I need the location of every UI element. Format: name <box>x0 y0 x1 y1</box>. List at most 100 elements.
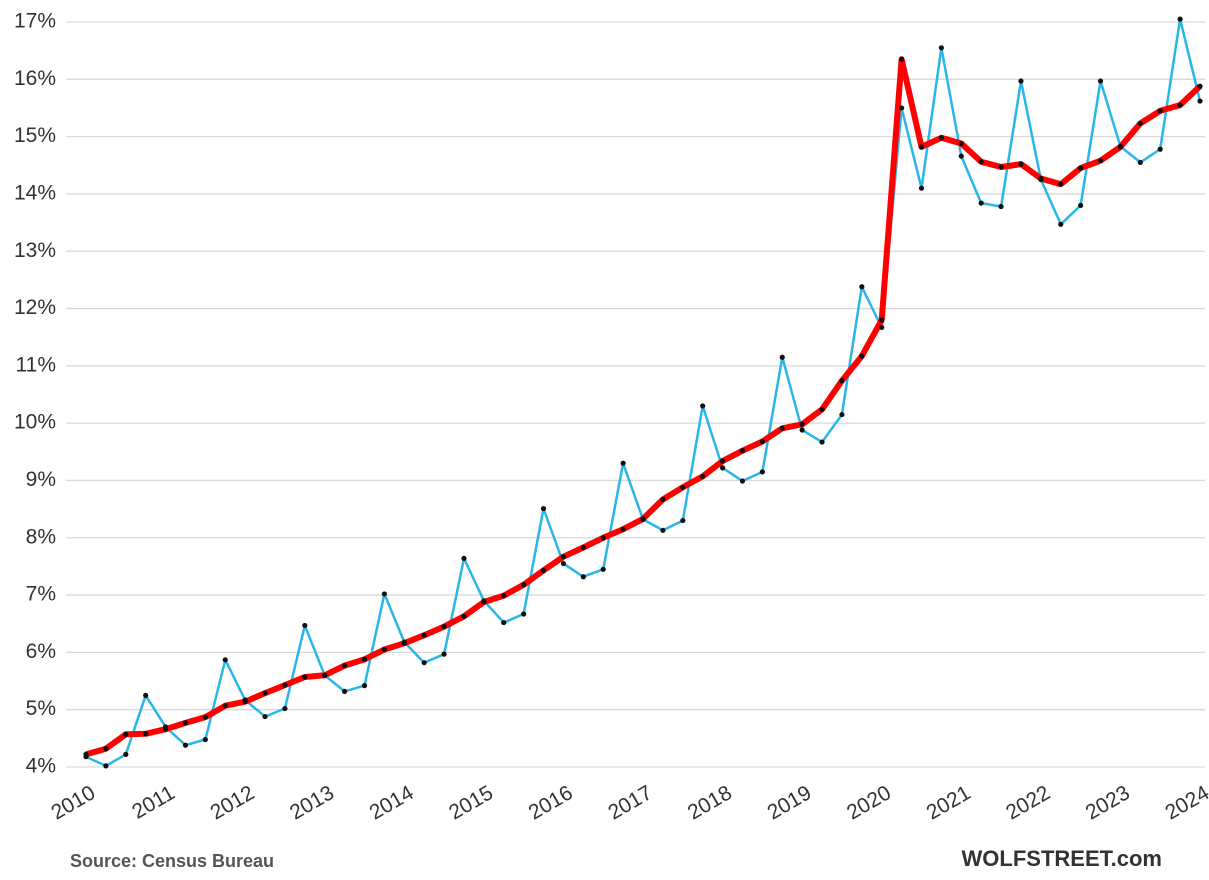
data-point <box>1078 202 1084 208</box>
data-point <box>739 478 746 484</box>
y-tick-label: 4% <box>26 755 56 778</box>
x-tick-label: 2013 <box>286 781 338 824</box>
y-tick-label: 9% <box>26 468 56 491</box>
data-point <box>441 651 447 657</box>
brand-label: WOLFSTREET.com <box>962 846 1162 871</box>
data-point <box>1137 159 1143 166</box>
data-point <box>779 354 785 360</box>
data-point <box>978 200 984 206</box>
data-point <box>262 690 268 696</box>
series-line <box>85 56 1203 758</box>
data-point <box>540 505 547 512</box>
data-point <box>560 560 567 567</box>
data-point <box>938 135 944 141</box>
data-point <box>739 448 746 454</box>
data-point <box>202 714 208 720</box>
x-tick-label: 2020 <box>843 781 895 824</box>
data-point <box>580 574 586 580</box>
data-point <box>381 646 387 653</box>
data-point <box>1137 120 1143 127</box>
data-point <box>859 353 865 359</box>
data-point <box>361 683 368 689</box>
data-point <box>1177 16 1183 22</box>
data-point <box>1018 78 1024 84</box>
data-point <box>700 403 706 409</box>
x-tick-label: 2024 <box>1161 781 1209 824</box>
data-point <box>242 699 248 705</box>
data-point <box>282 705 288 712</box>
data-point <box>600 535 606 541</box>
x-tick-label: 2023 <box>1082 781 1134 824</box>
data-point <box>719 458 726 464</box>
data-point <box>1097 158 1104 164</box>
data-point <box>680 484 686 490</box>
data-point <box>461 613 467 619</box>
data-point <box>540 567 547 574</box>
data-point <box>1197 98 1203 104</box>
data-point <box>401 640 407 646</box>
data-point <box>302 674 308 680</box>
data-point <box>222 657 228 663</box>
data-point <box>660 496 666 502</box>
data-point <box>819 439 825 445</box>
data-point <box>302 622 308 629</box>
data-point <box>839 411 845 418</box>
data-point <box>918 144 925 150</box>
data-point <box>1177 102 1183 108</box>
data-point <box>421 632 427 638</box>
source-note: Source: Census Bureau <box>70 851 274 871</box>
data-point <box>879 317 885 323</box>
data-point <box>620 526 626 532</box>
data-point <box>879 324 885 331</box>
data-point <box>859 284 865 290</box>
x-tick-label: 2017 <box>604 781 656 824</box>
data-point <box>560 554 567 560</box>
data-point <box>222 703 228 709</box>
y-tick-label: 15% <box>14 124 56 147</box>
x-tick-label: 2014 <box>366 781 418 824</box>
x-tick-label: 2019 <box>763 781 815 824</box>
data-point <box>1197 83 1203 89</box>
data-point <box>1117 144 1124 150</box>
y-tick-label: 6% <box>26 640 56 663</box>
data-point <box>759 438 765 445</box>
data-point <box>1018 161 1024 167</box>
data-point <box>839 378 845 384</box>
data-point <box>441 623 447 630</box>
data-point <box>799 421 805 427</box>
data-point <box>1157 108 1163 114</box>
data-point <box>123 751 129 757</box>
data-point <box>521 611 527 617</box>
data-point <box>182 742 189 748</box>
data-point <box>342 662 348 669</box>
data-point <box>899 105 905 111</box>
x-tick-label: 2011 <box>128 781 179 824</box>
y-tick-label: 12% <box>14 296 56 319</box>
data-point <box>143 692 149 698</box>
data-point <box>1097 78 1104 84</box>
data-point <box>799 427 805 433</box>
data-point <box>481 599 487 605</box>
data-point <box>103 763 109 769</box>
data-point <box>819 406 825 412</box>
data-point <box>1058 221 1064 227</box>
x-tick-label: 2015 <box>445 781 497 824</box>
y-tick-label: 11% <box>16 353 56 376</box>
data-point <box>501 619 507 626</box>
y-tick-label: 17% <box>14 10 56 33</box>
data-point <box>262 713 268 720</box>
data-point <box>143 731 149 737</box>
data-point <box>620 460 626 466</box>
data-point <box>103 746 109 752</box>
data-point <box>461 555 467 562</box>
data-point <box>1058 181 1064 187</box>
data-point <box>600 566 606 572</box>
y-tick-label: 14% <box>14 181 56 204</box>
data-point <box>958 140 964 147</box>
x-tick-label: 2018 <box>684 781 736 824</box>
y-tick-label: 13% <box>14 239 56 262</box>
data-point <box>680 517 686 524</box>
data-point <box>660 527 666 533</box>
data-point <box>342 688 348 694</box>
x-tick-label: 2010 <box>47 781 99 824</box>
